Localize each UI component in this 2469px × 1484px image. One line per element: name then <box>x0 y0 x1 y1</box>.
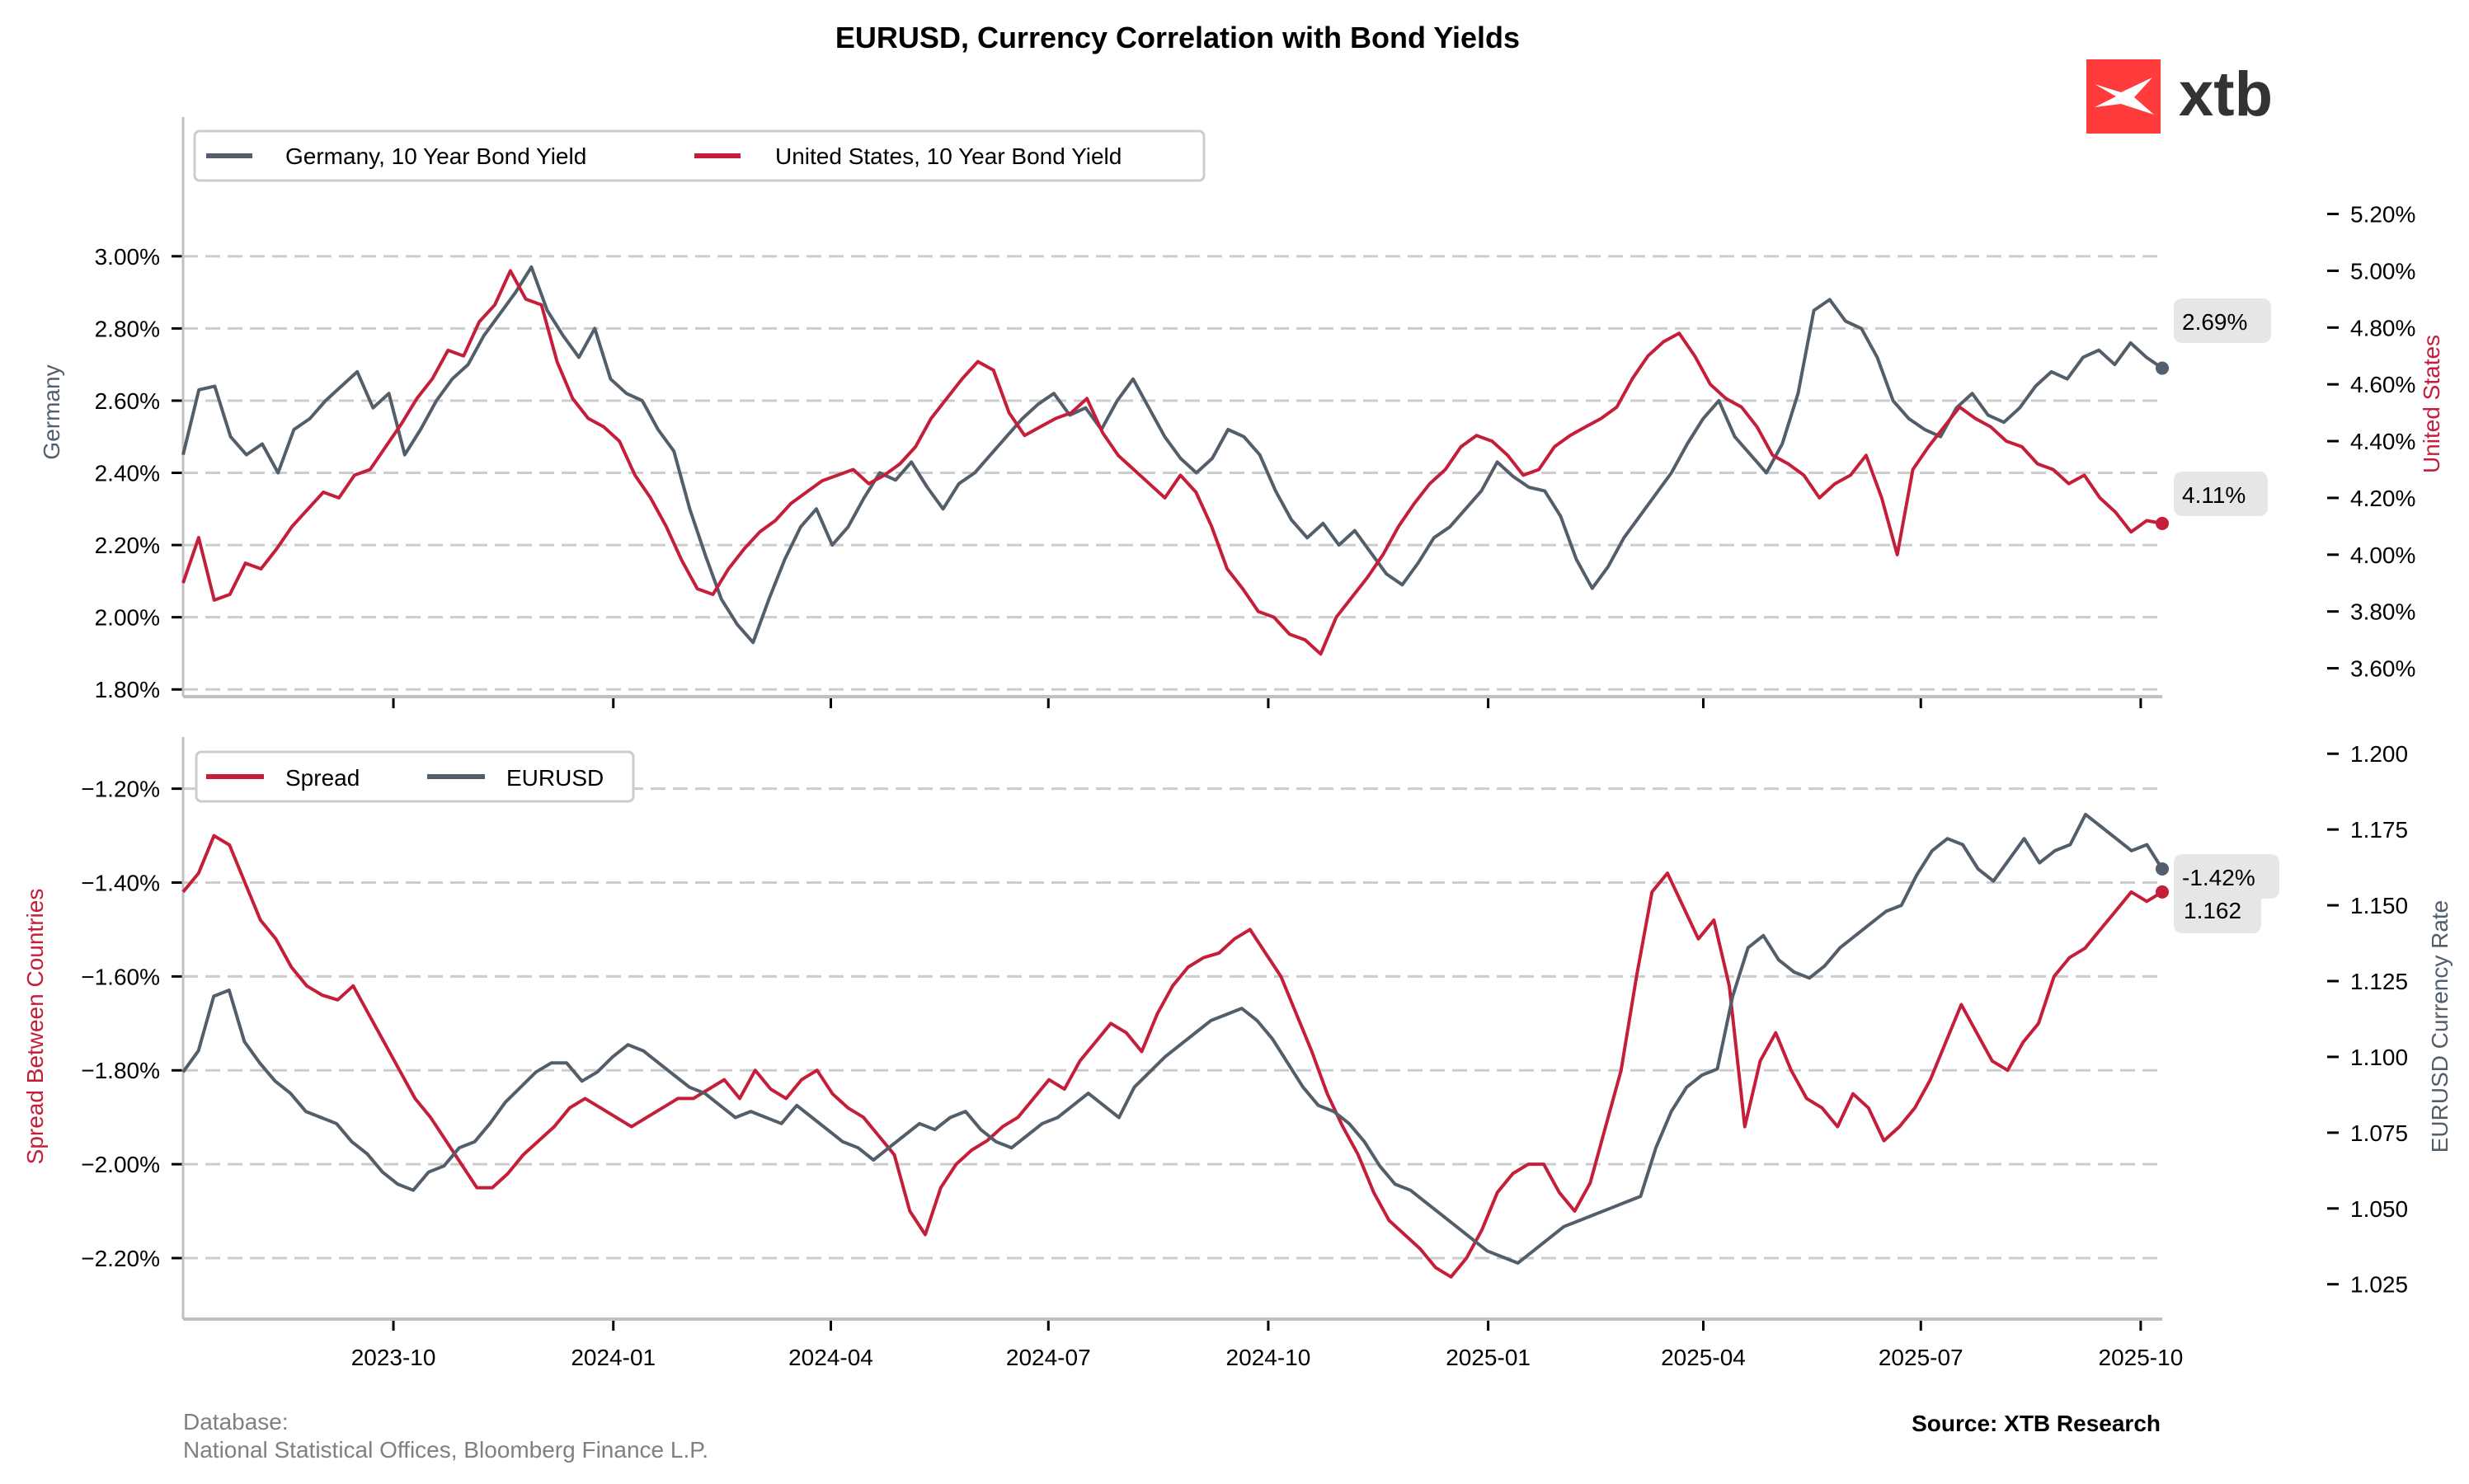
upper-legend: Germany, 10 Year Bond Yield United State… <box>193 129 1206 182</box>
chart-title: EURUSD, Currency Correlation with Bond Y… <box>835 21 1520 54</box>
eurusd-last-point <box>2156 862 2169 876</box>
spread-line <box>181 834 2164 1279</box>
spread-last-point <box>2156 885 2169 899</box>
upper-right-axis: 3.60% 3.80% 4.00% 4.20% 4.40% 4.60% 4.80% 5.00%… <box>2327 202 2415 682</box>
us-last-value-badge: 4.11% <box>2174 472 2268 516</box>
us-last-value: 4.11% <box>2182 482 2246 508</box>
left-tick-label: 2.40% <box>95 461 160 486</box>
lower-legend: Spread EURUSD <box>195 750 635 803</box>
upper-gridlines <box>183 255 2162 691</box>
left-tick-label: −2.00% <box>81 1152 160 1177</box>
lower-gridlines <box>183 787 2162 1260</box>
right-tick-label: 1.150 <box>2350 893 2408 918</box>
x-tick-label: 2025-10 <box>2099 1345 2184 1370</box>
left-tick-label: 2.80% <box>95 316 160 341</box>
spread-last-value: -1.42% <box>2182 865 2255 890</box>
us-last-point <box>2156 516 2169 530</box>
right-tick-label: 4.80% <box>2350 315 2415 340</box>
upper-x-axis <box>392 697 2142 708</box>
left-tick-label: 3.00% <box>95 244 160 270</box>
left-tick-label: 2.60% <box>95 388 160 414</box>
x-tick-label: 2024-04 <box>788 1345 873 1370</box>
lower-last-value-badge: -1.42% 1.162 <box>2174 854 2279 933</box>
right-tick-label: 3.80% <box>2350 599 2415 625</box>
x-tick-label: 2024-01 <box>571 1345 656 1370</box>
germany-yield-line <box>181 265 2164 645</box>
database-label: Database: <box>183 1409 289 1435</box>
left-tick-label: −1.80% <box>81 1058 160 1083</box>
left-tick-label: −1.40% <box>81 871 160 896</box>
left-tick-label: −1.20% <box>81 777 160 802</box>
right-tick-label: 4.40% <box>2350 429 2415 454</box>
left-tick-label: −2.20% <box>81 1246 160 1271</box>
lower-right-axis: 1.025 1.050 1.075 1.100 1.125 1.150 1.175 1.200 <box>2327 741 2408 1298</box>
logo-text: xtb <box>2179 59 2273 129</box>
upper-panel: 1.80% 2.00% 2.20% 2.40% 2.60% 2.80% 3.00% 3.60… <box>39 117 2444 708</box>
legend-label-germany: Germany, 10 Year Bond Yield <box>285 143 586 169</box>
upper-right-axis-label: United States <box>2419 335 2444 473</box>
x-tick-label: 2024-07 <box>1006 1345 1091 1370</box>
eurusd-last-value: 1.162 <box>2184 898 2241 923</box>
germany-last-value-badge: 2.69% <box>2174 298 2271 343</box>
database-value: National Statistical Offices, Bloomberg … <box>183 1437 708 1463</box>
germany-last-point <box>2156 361 2169 375</box>
legend-label-eurusd: EURUSD <box>506 765 604 791</box>
left-tick-label: 2.00% <box>95 605 160 631</box>
right-tick-label: 4.00% <box>2350 542 2415 568</box>
right-tick-label: 1.075 <box>2350 1120 2408 1146</box>
right-tick-label: 1.025 <box>2350 1272 2408 1298</box>
lower-left-axis: −2.20% −2.00% −1.80% −1.60% −1.40% −1.20% <box>81 777 183 1271</box>
right-tick-label: 3.60% <box>2350 656 2415 682</box>
upper-left-axis: 1.80% 2.00% 2.20% 2.40% 2.60% 2.80% 3.00% <box>95 244 183 702</box>
logo-x-icon <box>2095 77 2154 115</box>
right-tick-label: 1.175 <box>2350 817 2408 843</box>
legend-label-us: United States, 10 Year Bond Yield <box>775 143 1122 169</box>
x-tick-label: 2025-04 <box>1661 1345 1746 1370</box>
x-tick-label: 2025-01 <box>1446 1345 1531 1370</box>
eurusd-line <box>181 812 2164 1265</box>
left-tick-label: −1.60% <box>81 964 160 989</box>
right-tick-label: 5.20% <box>2350 202 2415 228</box>
lower-x-axis: 2023-10 2024-01 2024-04 2024-07 2024-10 2025-… <box>351 1319 2184 1370</box>
right-tick-label: 1.125 <box>2350 969 2408 994</box>
lower-left-axis-label: Spread Between Countries <box>22 889 48 1165</box>
right-tick-label: 5.00% <box>2350 258 2415 284</box>
right-tick-label: 4.20% <box>2350 486 2415 511</box>
left-tick-label: 2.20% <box>95 533 160 558</box>
germany-last-value: 2.69% <box>2182 309 2247 335</box>
right-tick-label: 1.200 <box>2350 741 2408 767</box>
xtb-logo: xtb <box>2086 59 2273 134</box>
lower-right-axis-label: EURUSD Currency Rate <box>2427 900 2453 1153</box>
lower-panel: −2.20% −2.00% −1.80% −1.60% −1.40% −1.20% 1.0… <box>22 737 2453 1370</box>
upper-left-axis-label: Germany <box>39 364 64 459</box>
right-tick-label: 4.60% <box>2350 372 2415 397</box>
x-tick-label: 2025-07 <box>1879 1345 1963 1370</box>
source-label: Source: XTB Research <box>1912 1411 2161 1436</box>
x-tick-label: 2023-10 <box>351 1345 436 1370</box>
left-tick-label: 1.80% <box>95 677 160 702</box>
right-tick-label: 1.100 <box>2350 1045 2408 1070</box>
legend-label-spread: Spread <box>285 765 360 791</box>
us-yield-line <box>181 269 2163 656</box>
right-tick-label: 1.050 <box>2350 1196 2408 1222</box>
x-tick-label: 2024-10 <box>1226 1345 1311 1370</box>
